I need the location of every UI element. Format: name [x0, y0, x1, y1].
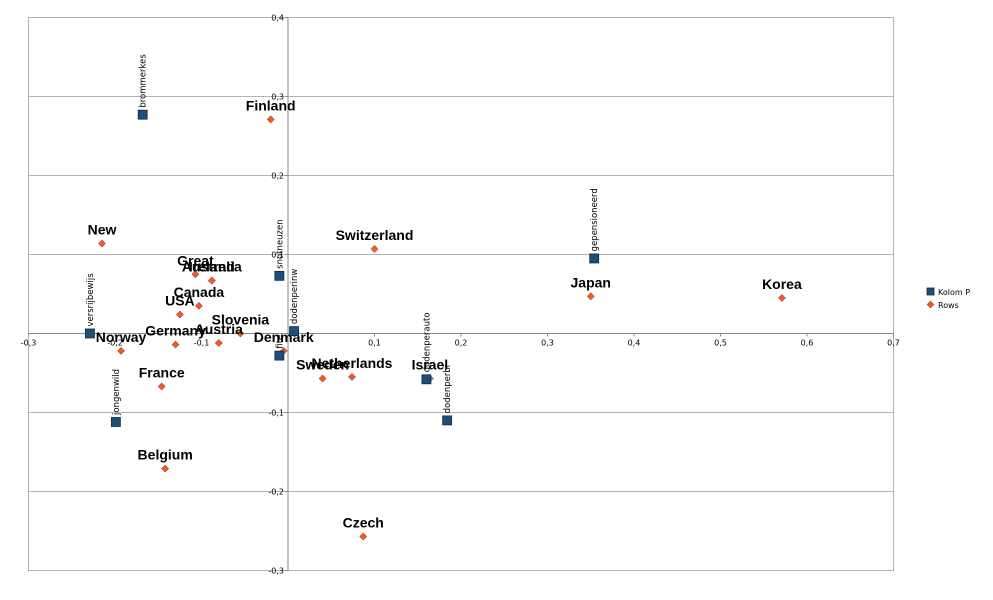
y-tick-label: -0,3 — [268, 567, 284, 576]
y-tick-label: 0,2 — [271, 172, 284, 181]
row-point-ireland — [207, 276, 216, 285]
row-label-japan: Japan — [571, 274, 611, 290]
row-point-czech — [359, 532, 368, 541]
row-point-austria — [214, 339, 223, 347]
zero-axes — [28, 17, 894, 571]
column-point-brommerkes — [137, 109, 148, 120]
row-point-belgium — [161, 464, 170, 473]
series-rows: Finland New Switzerland GreatAustraliaIrela… — [88, 97, 802, 541]
y-tick-label: 0,3 — [271, 93, 284, 102]
y-tick-labels: -0,3 -0,2 -0,1 0,1 0,2 0,3 0,4 — [268, 14, 284, 576]
row-label-australia: Australia — [182, 259, 242, 275]
column-point-fite — [274, 350, 285, 361]
row-label-ireland: Ireland — [189, 259, 235, 275]
row-point-canada — [194, 301, 203, 310]
row-label-belgium: Belgium — [138, 447, 193, 463]
column-label-gepensioneerd: gepensioneerd — [590, 188, 600, 251]
row-label-new: New — [88, 221, 117, 237]
y-tick-label: -0,2 — [268, 488, 284, 497]
row-label-israel: Israel — [412, 357, 449, 373]
row-point-new — [98, 239, 106, 248]
row-point-finland — [266, 115, 275, 124]
column-label-snotneuzen: snotneuzen — [275, 219, 285, 268]
column-point-dodenperauto — [421, 374, 432, 385]
row-label-germany: Germany — [145, 323, 206, 339]
x-tick-label: 0,6 — [801, 339, 814, 348]
row-label-norway: Norway — [96, 329, 147, 345]
row-point-germany — [171, 340, 180, 349]
column-label-dodenperauto: dodenperauto — [422, 312, 432, 372]
legend: Kolom P Rows — [926, 287, 970, 310]
row-label-usa: USA — [165, 293, 195, 309]
column-label-versrijbewijs: versrijbewijs — [86, 273, 96, 327]
row-point-japan — [586, 292, 595, 301]
row-point-korea — [777, 293, 786, 302]
column-label-dodenperinw: dodenperinw — [290, 269, 300, 324]
column-label-dodenperbi: dodenperbi — [443, 365, 453, 414]
row-label-czech: Czech — [343, 515, 384, 531]
gridlines — [28, 17, 894, 571]
row-label-great: Great — [177, 252, 214, 268]
column-point-snotneuzen — [274, 270, 285, 281]
row-label-france: France — [139, 364, 185, 380]
row-point-norway — [117, 346, 126, 355]
y-tick-label: -0,1 — [268, 409, 284, 418]
y-tick-label: 0,4 — [271, 14, 284, 23]
legend-kolom-p-marker — [926, 287, 935, 296]
x-tick-label: 0,7 — [887, 339, 900, 348]
row-label-netherlands: Netherlands — [312, 355, 393, 371]
x-tick-labels: -0,3 -0,2 -0,1 0,1 0,2 0,3 0,4 0,5 0,6 0,7 — [21, 339, 900, 348]
column-label-jongenwild: jongenwild — [112, 369, 122, 416]
column-point-versrijbewijs — [85, 328, 95, 339]
column-point-gepensioneerd — [589, 253, 600, 264]
x-tick-label: 0,3 — [541, 339, 554, 348]
x-tick-label: -0,1 — [194, 339, 210, 348]
row-point-france — [157, 382, 166, 391]
row-label-austria: Austria — [195, 321, 243, 337]
column-point-dodenperbi — [442, 415, 453, 426]
row-label-korea: Korea — [762, 276, 802, 292]
row-point-usa — [175, 310, 184, 319]
row-label-finland: Finland — [246, 97, 296, 113]
column-label-fite: fite — [275, 335, 285, 349]
column-point-dodenperinw — [289, 326, 299, 337]
series-kolom-p: brommerkes gepensioneerd snotneuzen dodenpe… — [85, 54, 600, 427]
row-label-sweden: Sweden — [296, 357, 349, 373]
row-point-switzerland — [370, 245, 379, 253]
x-tick-label: -0,3 — [21, 339, 37, 348]
legend-rows-label: Rows — [938, 301, 959, 310]
column-point-jongenwild — [110, 417, 121, 427]
plot-area-frame — [28, 17, 894, 571]
legend-rows-marker — [926, 300, 935, 309]
legend-kolom-p-label: Kolom P — [938, 288, 970, 297]
x-tick-label: 0,4 — [628, 339, 641, 348]
x-tick-label: 0,5 — [714, 339, 727, 348]
row-label-switzerland: Switzerland — [336, 227, 414, 243]
row-label-slovenia: Slovenia — [212, 312, 270, 328]
row-point-slovenia — [236, 329, 245, 338]
row-point-great — [191, 270, 200, 279]
y-tick-label: 0,1 — [271, 251, 284, 260]
x-tick-label: 0,1 — [368, 339, 381, 348]
x-tick-label: -0,2 — [107, 339, 123, 348]
row-label-canada: Canada — [174, 284, 225, 300]
column-label-brommerkes: brommerkes — [139, 54, 149, 108]
row-point-netherlands — [348, 372, 356, 381]
x-tick-label: 0,2 — [455, 339, 468, 348]
row-point-sweden — [318, 374, 327, 383]
